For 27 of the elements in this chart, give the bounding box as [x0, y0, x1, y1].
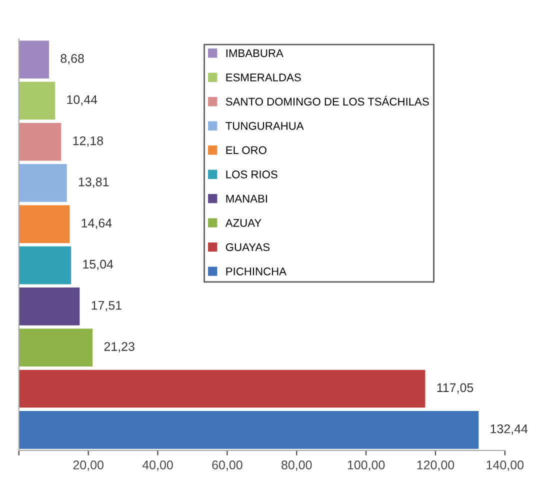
- data-label: 17,51: [92, 301, 122, 312]
- x-tick-label: 120,00: [417, 460, 454, 471]
- data-label: 132,44: [490, 424, 528, 435]
- data-label: 21,23: [104, 342, 134, 352]
- x-tick-label: 60,00: [212, 460, 242, 471]
- legend-label: TUNGURAHUA: [226, 122, 304, 130]
- legend-label: IMBABURA: [226, 49, 284, 58]
- x-tick-label: 20,00: [73, 460, 104, 471]
- legend-label: LOS RIOS: [226, 170, 278, 178]
- legend-label: GUAYAS: [226, 243, 270, 252]
- x-tick-label: 100,00: [348, 460, 385, 471]
- x-tick-label: 40,00: [142, 460, 173, 471]
- data-label: 8,68: [60, 54, 84, 64]
- x-tick-label: 140,00: [486, 460, 524, 471]
- legend-label: SANTO DOMINGO DE LOS TSÁCHILAS: [226, 96, 429, 106]
- legend-label: ESMERALDAS: [226, 74, 301, 82]
- data-label: 10,44: [67, 95, 98, 106]
- legend-label: MANABI: [226, 194, 267, 202]
- data-label: 14,64: [82, 218, 112, 229]
- data-label: 12,18: [73, 136, 104, 147]
- legend-label: EL ORO: [226, 146, 266, 154]
- data-label: 117,05: [437, 383, 474, 394]
- legend-label: AZUAY: [225, 219, 262, 227]
- data-label: 13,81: [78, 177, 109, 188]
- data-label: 15,04: [83, 260, 114, 270]
- x-tick-label: 80,00: [282, 460, 312, 471]
- legend-label: PICHINCHA: [226, 267, 286, 276]
